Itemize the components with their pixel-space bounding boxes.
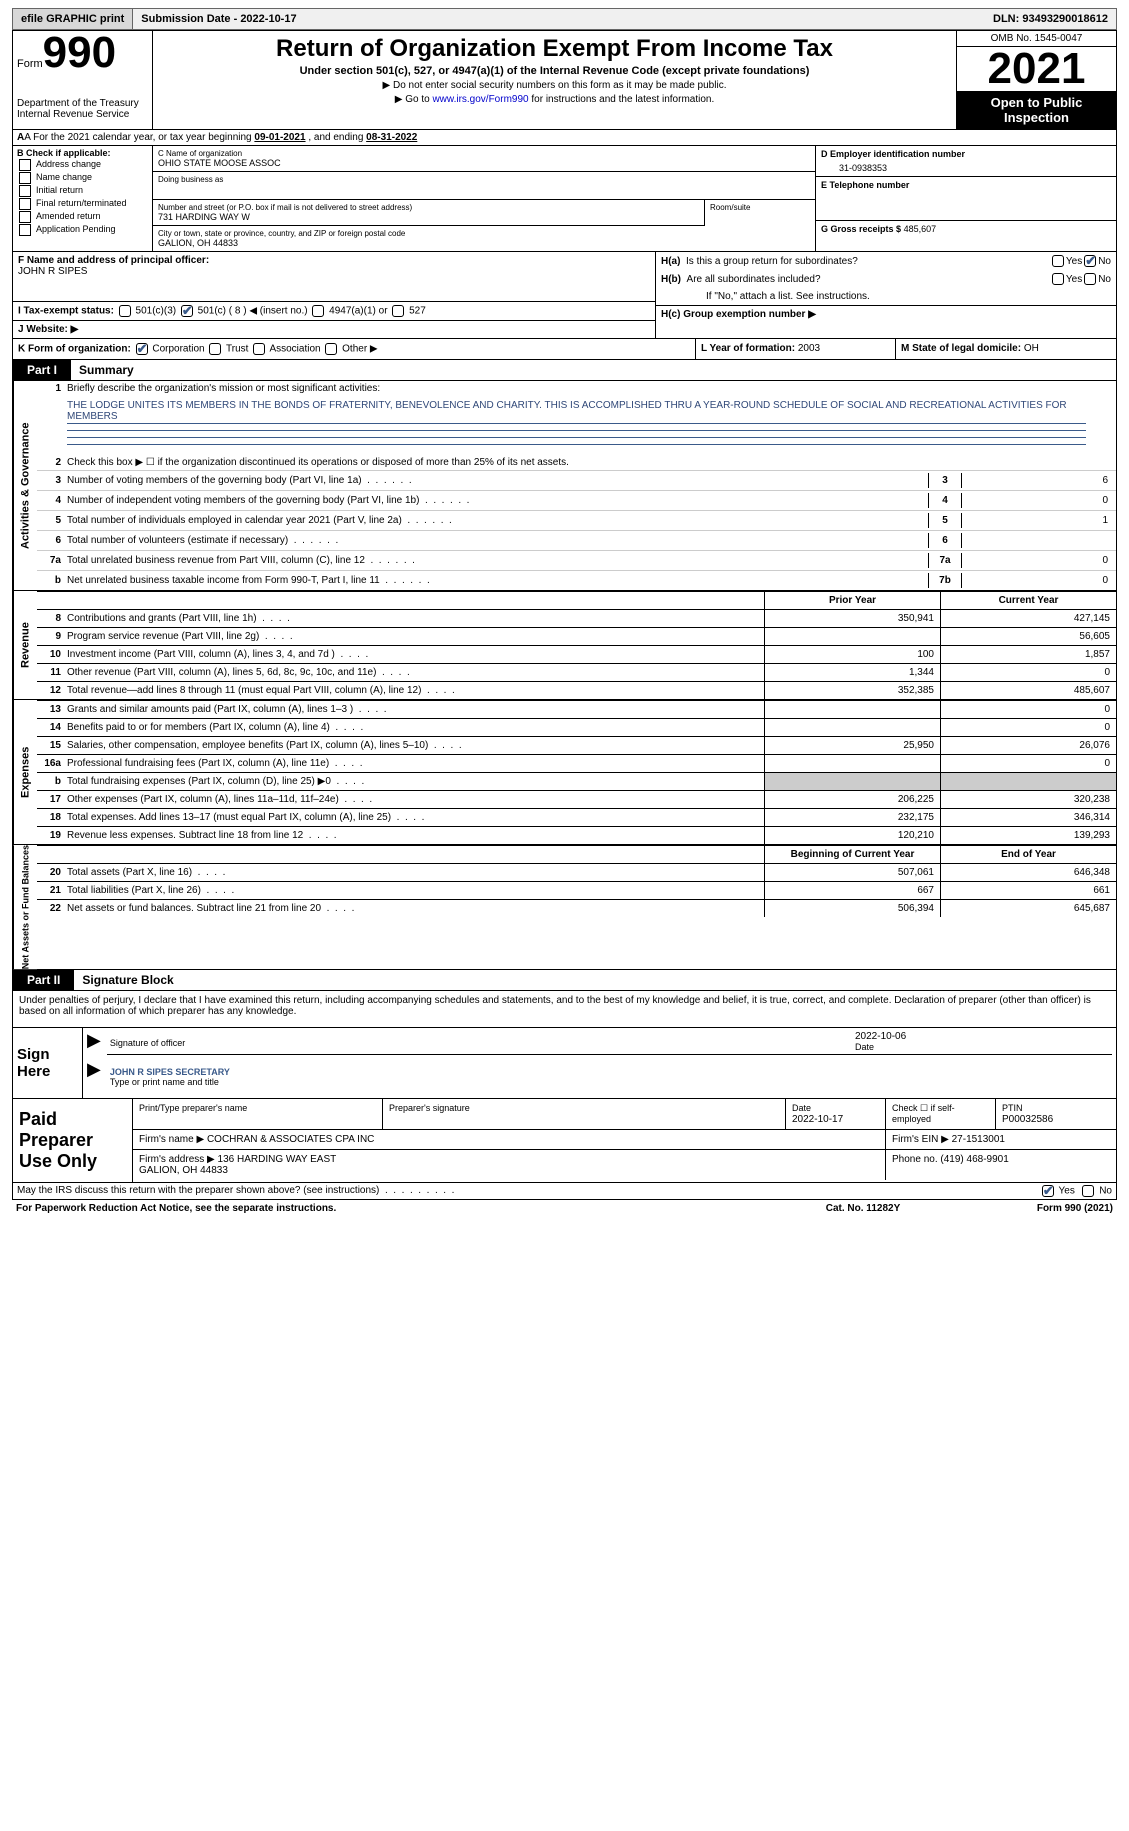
cat-no: Cat. No. 11282Y — [763, 1203, 963, 1214]
efile-button[interactable]: efile GRAPHIC print — [13, 9, 133, 29]
signature-intro: Under penalties of perjury, I declare th… — [12, 991, 1117, 1028]
hb-note: If "No," attach a list. See instructions… — [656, 288, 1116, 305]
application-pending-check[interactable] — [19, 224, 31, 236]
prior-22: 506,394 — [764, 900, 940, 917]
prior-11: 1,344 — [764, 664, 940, 681]
501c3-check[interactable] — [119, 305, 131, 317]
expenses-tab: Expenses — [13, 700, 37, 844]
line-4-value: 0 — [962, 495, 1112, 506]
officer-name: JOHN R SIPES SECRETARY — [110, 1067, 230, 1077]
mission-text: THE LODGE UNITES ITS MEMBERS IN THE BOND… — [67, 400, 1086, 424]
part1-title: Summary — [71, 360, 142, 380]
dln: DLN: 93493290018612 — [985, 10, 1116, 28]
initial-return-check[interactable] — [19, 185, 31, 197]
form-title-box: Return of Organization Exempt From Incom… — [153, 31, 956, 129]
firm-phone: (419) 468-9901 — [940, 1154, 1008, 1165]
irs-link[interactable]: www.irs.gov/Form990 — [432, 94, 528, 105]
gross-receipts: 485,607 — [904, 224, 937, 234]
may-discuss: May the IRS discuss this return with the… — [17, 1185, 1040, 1197]
prior-12: 352,385 — [764, 682, 940, 699]
current-21: 661 — [940, 882, 1116, 899]
state-domicile: OH — [1024, 343, 1039, 354]
prior-18: 232,175 — [764, 809, 940, 826]
form-footer: Form 990 (2021) — [963, 1203, 1113, 1214]
current-8: 427,145 — [940, 610, 1116, 627]
assoc-check[interactable] — [253, 343, 265, 355]
current-14: 0 — [940, 719, 1116, 736]
org-name: OHIO STATE MOOSE ASSOC — [158, 158, 810, 168]
501c-check[interactable] — [181, 305, 193, 317]
prior-20: 507,061 — [764, 864, 940, 881]
year-formation: 2003 — [798, 343, 820, 354]
line-3-value: 6 — [962, 475, 1112, 486]
other-check[interactable] — [325, 343, 337, 355]
department-label: Department of the Treasury Internal Reve… — [17, 98, 148, 120]
prep-date: 2022-10-17 — [792, 1114, 843, 1125]
line-7b-value: 0 — [962, 575, 1112, 586]
current-16a: 0 — [940, 755, 1116, 772]
top-toolbar: efile GRAPHIC print Submission Date - 20… — [12, 8, 1117, 30]
discuss-yes-check[interactable] — [1042, 1185, 1054, 1197]
discuss-no-check[interactable] — [1082, 1185, 1094, 1197]
trust-check[interactable] — [209, 343, 221, 355]
street-address: 731 HARDING WAY W — [158, 212, 699, 222]
current-20: 646,348 — [940, 864, 1116, 881]
part2-tag: Part II — [13, 970, 74, 990]
ha-yes-check[interactable] — [1052, 255, 1064, 267]
city-state-zip: GALION, OH 44833 — [158, 238, 810, 248]
tax-year-row: AA For the 2021 calendar year, or tax ye… — [12, 129, 1117, 145]
prior-17: 206,225 — [764, 791, 940, 808]
prior-15: 25,950 — [764, 737, 940, 754]
prior-21: 667 — [764, 882, 940, 899]
activities-tab: Activities & Governance — [13, 381, 37, 590]
address-change-check[interactable] — [19, 159, 31, 171]
line-5-value: 1 — [962, 515, 1112, 526]
current-13: 0 — [940, 701, 1116, 718]
hb-yes-check[interactable] — [1052, 273, 1064, 285]
name-change-check[interactable] — [19, 172, 31, 184]
prior-19: 120,210 — [764, 827, 940, 844]
prior-9 — [764, 628, 940, 645]
prior-10: 100 — [764, 646, 940, 663]
prior-8: 350,941 — [764, 610, 940, 627]
prior-13 — [764, 701, 940, 718]
prior-16a — [764, 755, 940, 772]
current-18: 346,314 — [940, 809, 1116, 826]
pra-notice: For Paperwork Reduction Act Notice, see … — [16, 1203, 763, 1214]
revenue-tab: Revenue — [13, 591, 37, 699]
check-applicable-box: B Check if applicable: Address change Na… — [13, 146, 153, 251]
form-id-box: Form990 Department of the Treasury Inter… — [13, 31, 153, 129]
submission-date: Submission Date - 2022-10-17 — [133, 10, 304, 28]
4947-check[interactable] — [312, 305, 324, 317]
current-22: 645,687 — [940, 900, 1116, 917]
corp-check[interactable] — [136, 343, 148, 355]
signature-field: Signature of officer — [107, 1030, 852, 1055]
current-9: 56,605 — [940, 628, 1116, 645]
part1-tag: Part I — [13, 360, 71, 380]
final-return-check[interactable] — [19, 198, 31, 210]
current-17: 320,238 — [940, 791, 1116, 808]
sign-here-label: Sign Here — [13, 1028, 83, 1098]
ptin: P00032586 — [1002, 1114, 1053, 1125]
paid-preparer-label: Paid Preparer Use Only — [13, 1099, 133, 1182]
current-19: 139,293 — [940, 827, 1116, 844]
part2-title: Signature Block — [74, 970, 181, 990]
line-7a-value: 0 — [962, 555, 1112, 566]
hb-no-check[interactable] — [1084, 273, 1096, 285]
current-12: 485,607 — [940, 682, 1116, 699]
principal-officer: JOHN R SIPES — [18, 266, 87, 277]
year-box: OMB No. 1545-0047 2021 Open to Public In… — [956, 31, 1116, 129]
firm-name: COCHRAN & ASSOCIATES CPA INC — [207, 1134, 374, 1145]
current-10: 1,857 — [940, 646, 1116, 663]
firm-ein: 27-1513001 — [952, 1134, 1005, 1145]
527-check[interactable] — [392, 305, 404, 317]
prior-14 — [764, 719, 940, 736]
ha-no-check[interactable] — [1084, 255, 1096, 267]
amended-return-check[interactable] — [19, 211, 31, 223]
current-11: 0 — [940, 664, 1116, 681]
current-15: 26,076 — [940, 737, 1116, 754]
ein-value: 31-0938353 — [821, 159, 1111, 173]
netassets-tab: Net Assets or Fund Balances — [13, 845, 37, 969]
sig-date: 2022-10-06 — [855, 1031, 906, 1042]
